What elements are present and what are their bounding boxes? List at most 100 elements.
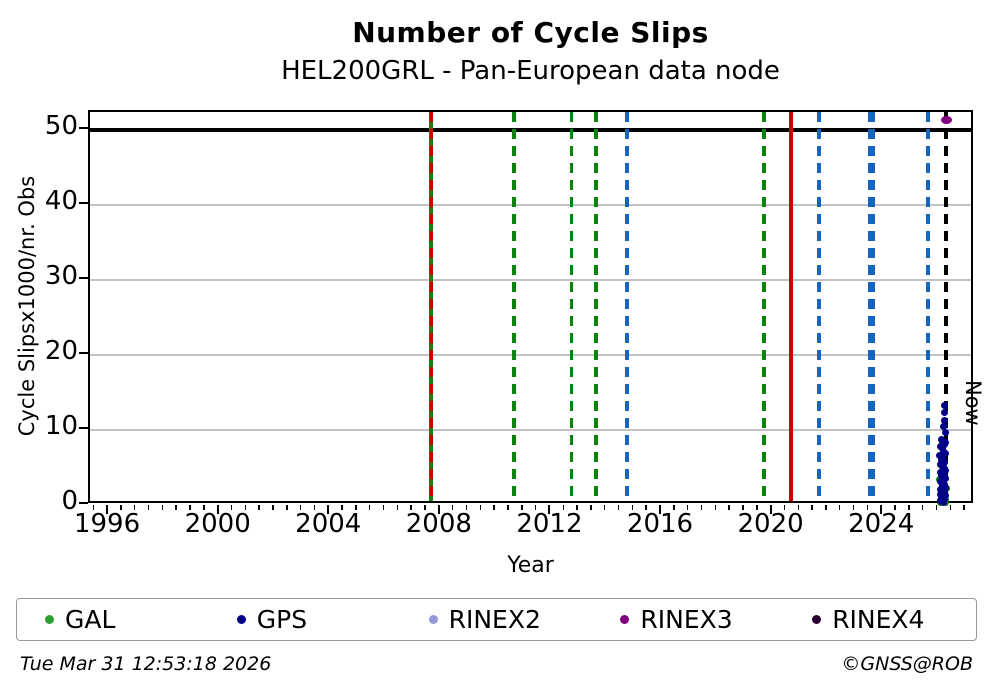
legend-label: RINEX3: [640, 605, 733, 634]
legend-marker-rinex3: [620, 615, 630, 624]
y-tick-label: 40: [44, 186, 78, 216]
x-tick-label: 2008: [405, 509, 472, 539]
legend-label: GAL: [65, 605, 116, 634]
event-line: [762, 112, 766, 501]
x-minor-tick: [935, 505, 938, 510]
x-major-tick: [880, 505, 883, 514]
x-minor-tick: [714, 505, 717, 510]
x-minor-tick: [147, 505, 150, 510]
x-minor-tick: [838, 505, 841, 510]
y-gridline: [90, 354, 971, 356]
chart-title: Number of Cycle Slips: [352, 16, 709, 49]
x-minor-tick: [603, 505, 606, 510]
data-point-gps: [942, 439, 950, 447]
x-minor-tick: [617, 505, 620, 510]
threshold-line-50: [90, 128, 971, 132]
x-minor-tick: [493, 505, 495, 510]
x-minor-tick: [258, 505, 260, 510]
x-minor-tick: [686, 505, 689, 510]
x-minor-tick: [631, 505, 634, 510]
x-minor-tick: [479, 505, 482, 510]
x-minor-tick: [825, 505, 827, 510]
event-line: [569, 112, 574, 501]
x-minor-tick: [908, 505, 910, 510]
x-major-tick: [327, 505, 330, 514]
chart-subtitle: HEL200GRL - Pan-European data node: [281, 56, 780, 86]
event-line: [429, 112, 433, 501]
x-tick-label: 1996: [73, 509, 141, 539]
data-point-gps: [942, 467, 950, 474]
x-minor-tick: [244, 505, 247, 510]
x-tick-label: 2004: [295, 509, 362, 539]
x-tick-label: 2016: [626, 509, 694, 539]
x-minor-tick: [272, 505, 274, 510]
data-point-rinex3: [941, 115, 953, 124]
y-tick: [79, 501, 88, 505]
y-tick: [79, 276, 88, 280]
x-minor-tick: [451, 505, 454, 510]
now-line-label: Now: [961, 380, 985, 426]
data-point-gps: [939, 422, 947, 430]
data-point-gps: [941, 428, 949, 436]
x-minor-tick: [576, 505, 578, 510]
x-minor-tick: [645, 505, 647, 510]
x-minor-tick: [866, 505, 869, 510]
y-tick: [79, 126, 88, 130]
x-minor-tick: [521, 505, 523, 510]
x-minor-tick: [396, 505, 399, 510]
y-tick-label: 20: [44, 336, 78, 366]
legend-marker-gal: [45, 615, 54, 624]
legend-marker-rinex2: [428, 615, 438, 624]
x-tick-label: 2020: [737, 509, 804, 539]
x-minor-tick: [590, 505, 592, 510]
data-point-gps: [941, 449, 949, 457]
timestamp-text: Tue Mar 31 12:53:18 2026: [20, 653, 272, 675]
event-line: [871, 112, 875, 501]
data-point-gps: [942, 483, 950, 491]
data-point-gps: [938, 457, 946, 465]
x-major-tick: [769, 505, 772, 514]
x-minor-tick: [894, 505, 896, 510]
legend-item-rinex4: RINEX4: [784, 605, 976, 634]
x-minor-tick: [728, 505, 730, 510]
x-major-tick: [659, 505, 662, 514]
legend-marker-gps: [236, 615, 246, 624]
x-minor-tick: [230, 505, 233, 510]
x-major-tick: [106, 505, 109, 514]
x-axis-label: Year: [507, 553, 554, 578]
x-minor-tick: [949, 505, 952, 510]
legend-item-rinex2: RINEX2: [401, 605, 593, 634]
x-major-tick: [548, 505, 551, 514]
data-point-gps: [941, 401, 949, 409]
x-minor-tick: [161, 505, 164, 510]
x-minor-tick: [921, 505, 924, 510]
event-line: [512, 112, 516, 501]
x-minor-tick: [465, 505, 468, 510]
event-line: [625, 112, 629, 501]
data-point-gps: [940, 416, 948, 424]
x-minor-tick: [286, 505, 288, 510]
x-minor-tick: [783, 505, 786, 510]
x-major-tick: [216, 505, 219, 514]
x-minor-tick: [424, 505, 426, 510]
data-point-gps: [941, 458, 949, 466]
legend-label: RINEX2: [448, 605, 541, 634]
x-minor-tick: [203, 505, 205, 510]
data-point-gps: [937, 491, 945, 498]
x-minor-tick: [963, 505, 965, 510]
x-minor-tick: [410, 505, 412, 510]
plot-area: Now: [88, 110, 985, 507]
legend-label: GPS: [256, 605, 308, 634]
y-tick-label: 0: [61, 486, 78, 516]
event-line: [788, 112, 793, 501]
data-point-gps: [941, 491, 949, 499]
x-minor-tick: [507, 505, 509, 510]
x-minor-tick: [797, 505, 800, 510]
x-minor-tick: [852, 505, 855, 510]
data-point-gps: [937, 497, 945, 504]
x-minor-tick: [299, 505, 302, 510]
legend-marker-rinex4: [812, 615, 822, 624]
x-major-tick: [437, 505, 440, 514]
y-tick-label: 50: [44, 111, 78, 141]
data-point-gps: [940, 488, 948, 495]
